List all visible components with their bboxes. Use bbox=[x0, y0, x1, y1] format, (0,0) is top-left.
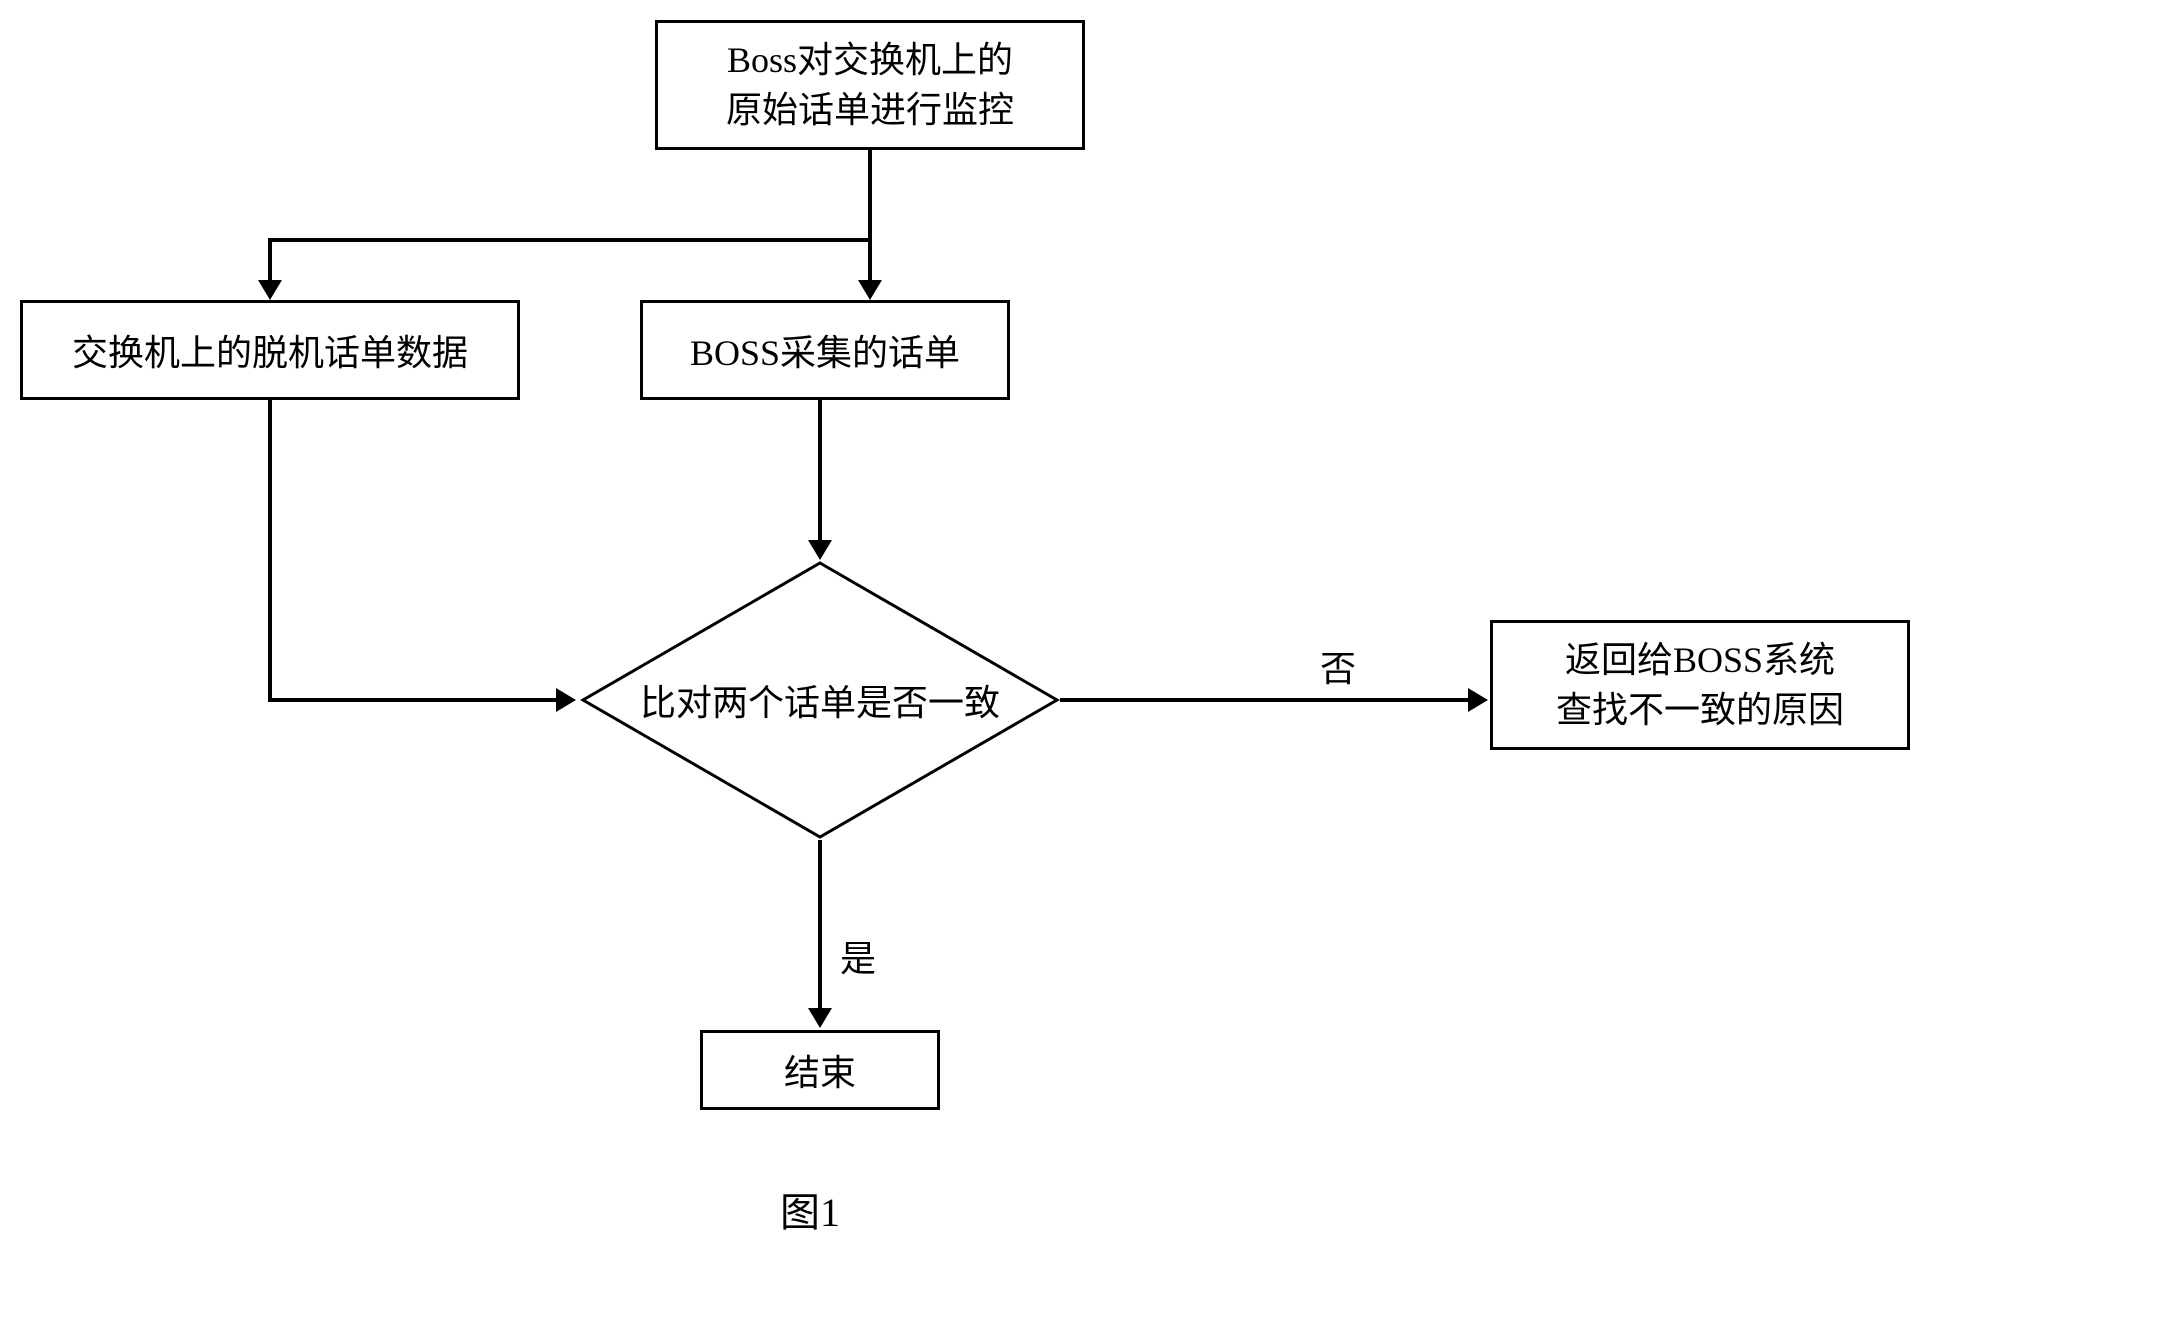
reject-node: 返回给BOSS系统 查找不一致的原因 bbox=[1490, 620, 1910, 750]
boss-data-node: BOSS采集的话单 bbox=[640, 300, 1010, 400]
arrow-left-to-diamond bbox=[556, 688, 576, 712]
decision-text: 比对两个话单是否一致 bbox=[610, 674, 1030, 726]
edge-right-to-diamond bbox=[818, 400, 822, 542]
start-node: Boss对交换机上的 原始话单进行监控 bbox=[655, 20, 1085, 150]
reject-text: 返回给BOSS系统 查找不一致的原因 bbox=[1556, 635, 1844, 736]
offline-data-text: 交换机上的脱机话单数据 bbox=[72, 324, 468, 376]
edge-no bbox=[1060, 698, 1470, 702]
no-label: 否 bbox=[1320, 640, 1356, 692]
edge-left-to-diamond-v bbox=[268, 400, 272, 700]
arrow-right-to-diamond bbox=[808, 540, 832, 560]
edge-start-down bbox=[868, 150, 872, 240]
boss-data-text: BOSS采集的话单 bbox=[690, 324, 960, 376]
edge-split-horizontal bbox=[268, 238, 872, 242]
arrow-left-node bbox=[258, 280, 282, 300]
arrow-no bbox=[1468, 688, 1488, 712]
offline-data-node: 交换机上的脱机话单数据 bbox=[20, 300, 520, 400]
edge-left-to-diamond-h bbox=[268, 698, 558, 702]
edge-right-down bbox=[868, 238, 872, 282]
end-node: 结束 bbox=[700, 1030, 940, 1110]
yes-label: 是 bbox=[840, 930, 876, 982]
end-text: 结束 bbox=[784, 1044, 856, 1096]
arrow-yes bbox=[808, 1008, 832, 1028]
arrow-right-node bbox=[858, 280, 882, 300]
start-text: Boss对交换机上的 原始话单进行监控 bbox=[726, 35, 1014, 136]
figure-caption: 图1 bbox=[780, 1180, 840, 1238]
decision-node: 比对两个话单是否一致 bbox=[580, 560, 1060, 840]
edge-yes bbox=[818, 840, 822, 1010]
edge-left-down bbox=[268, 238, 272, 282]
